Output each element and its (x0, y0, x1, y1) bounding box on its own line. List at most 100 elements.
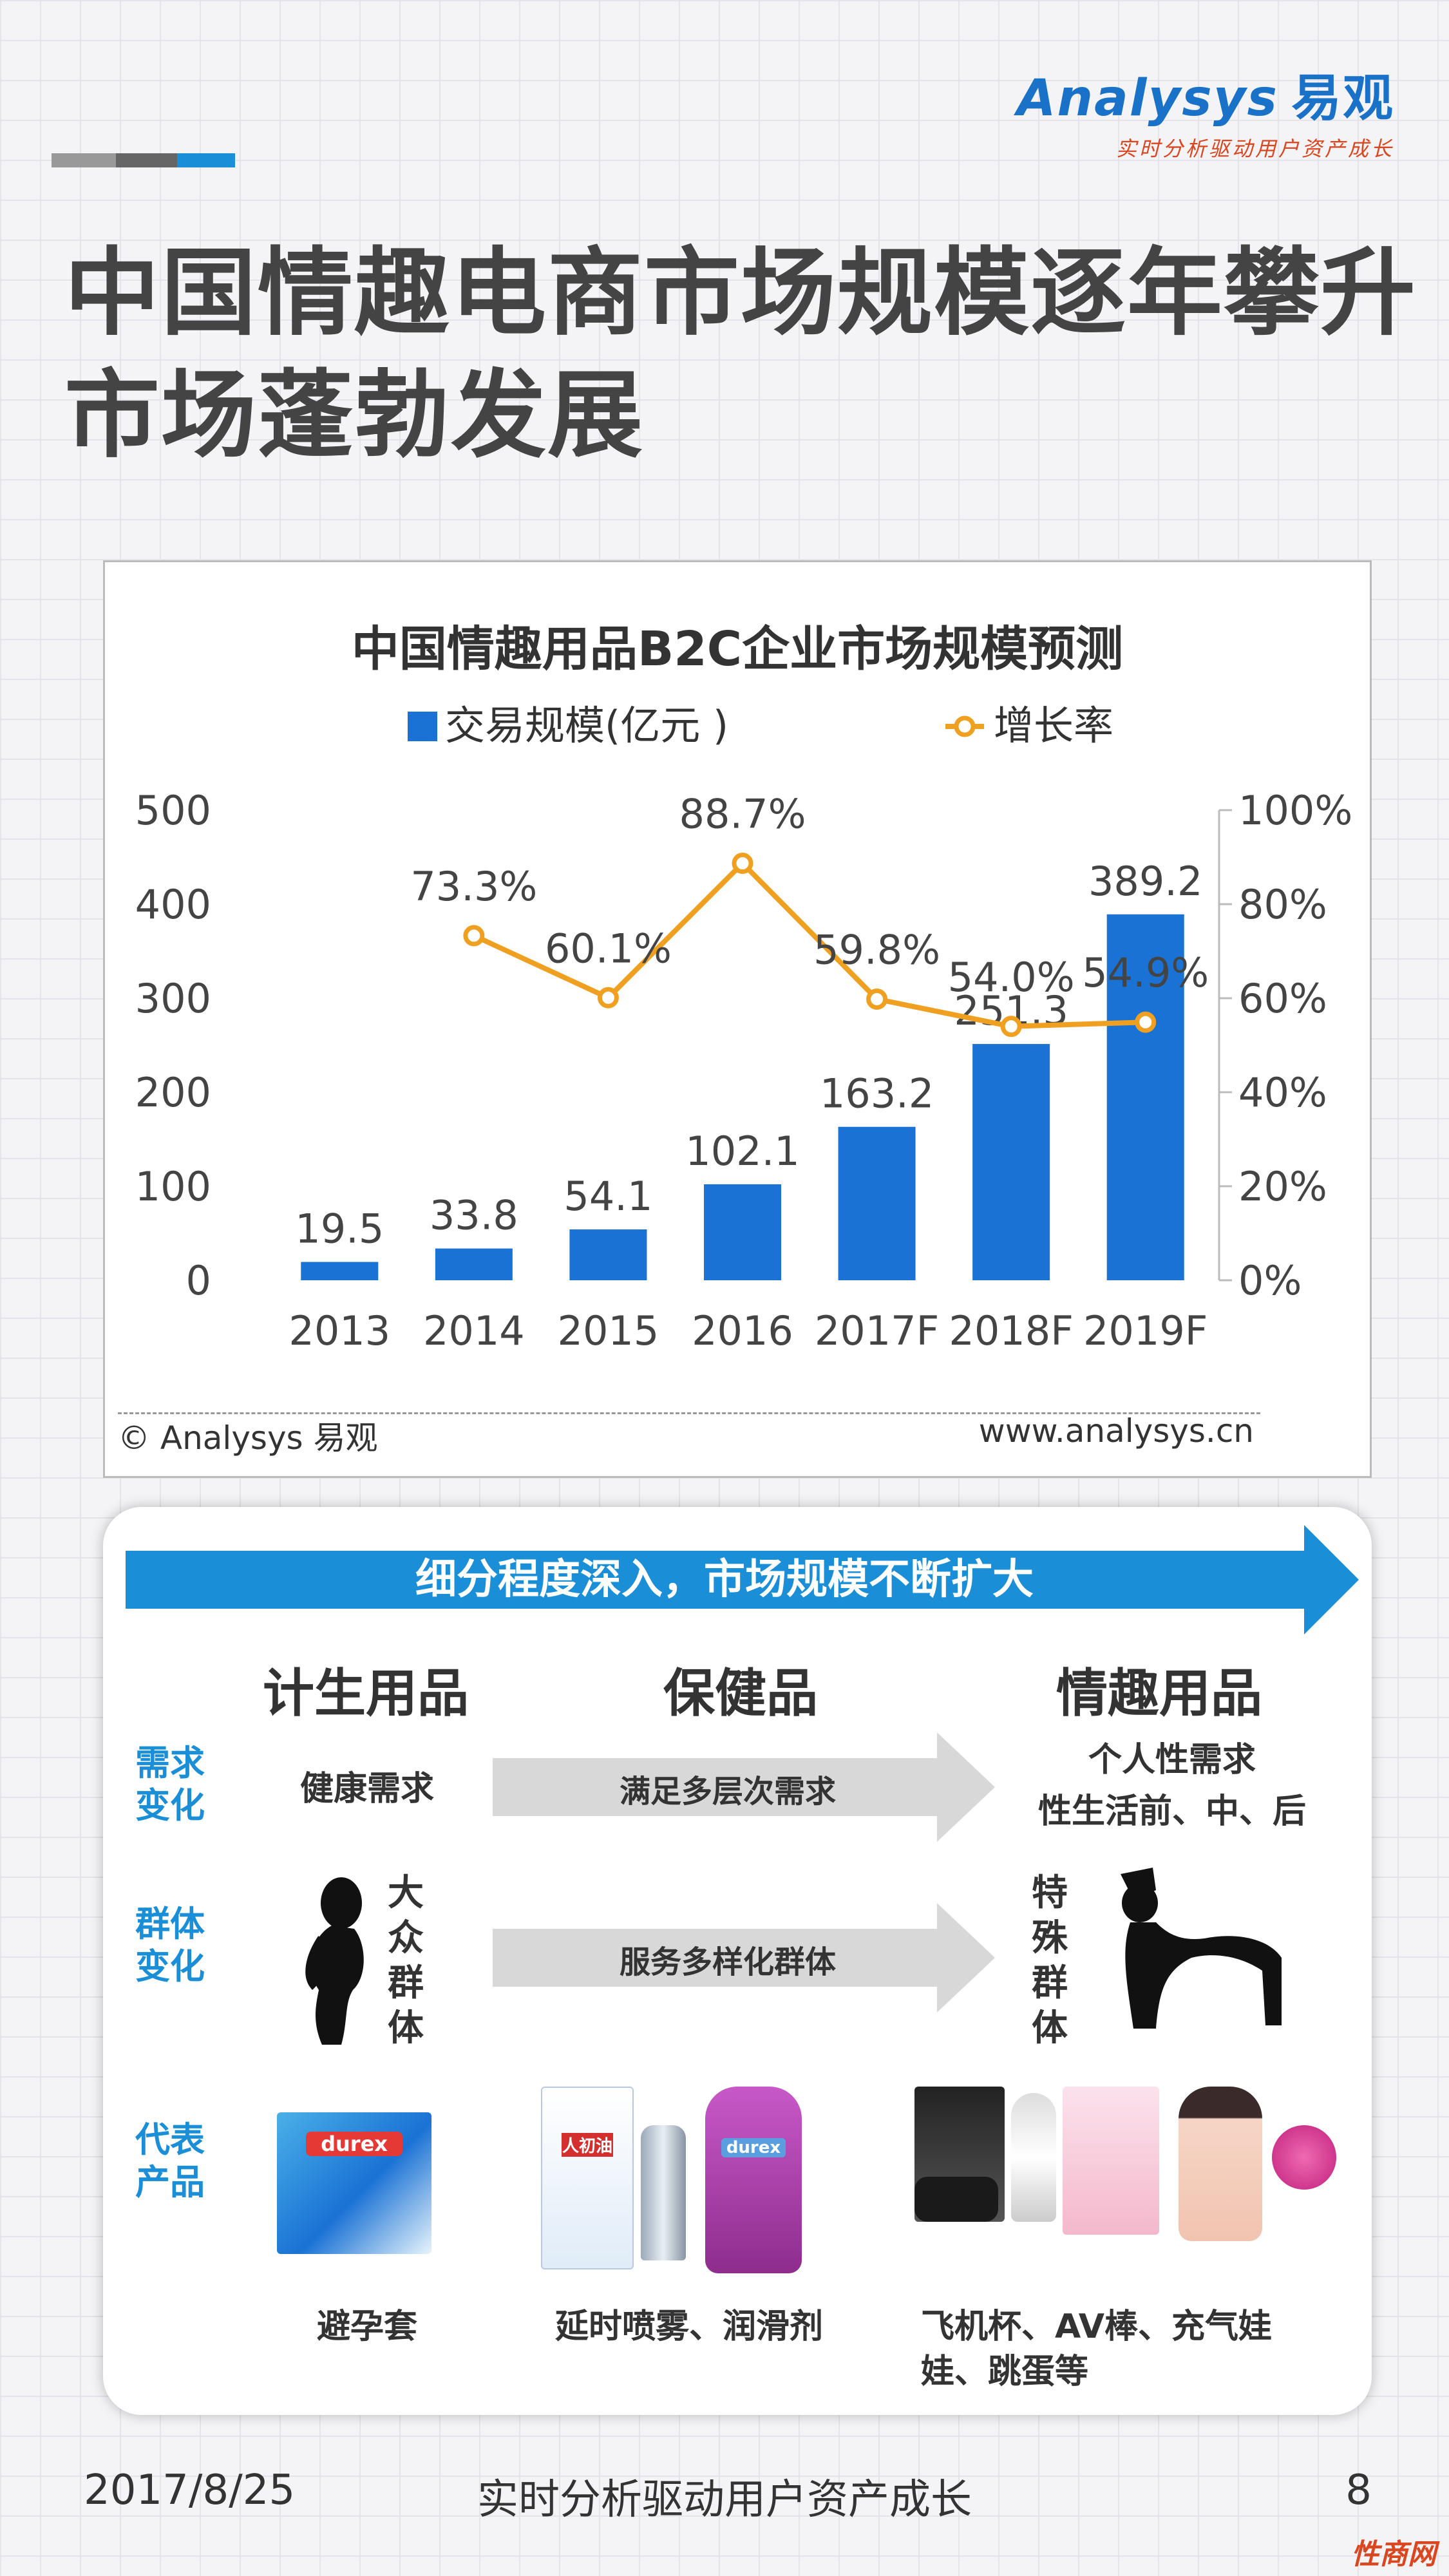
row-label-demand: 需求 变化 (135, 1743, 205, 1826)
bar-label-2014: 33.8 (430, 1192, 518, 1239)
spray-box-image: 人初油 (541, 2087, 634, 2269)
product-col1-text: 避孕套 (316, 2307, 417, 2346)
legend-line-label: 增长率 (994, 702, 1113, 749)
y-tick-label: 500 (135, 787, 211, 834)
spray-can-image (641, 2125, 686, 2260)
chart-card: 中国情趣用品B2C企业市场规模预测交易规模(亿元 ) 增长率 0 100 200 300 4… (103, 560, 1372, 1478)
y-tick-label: 0 (186, 1257, 211, 1304)
bar-label-2017F: 163.2 (820, 1070, 934, 1117)
massager-box-image (1063, 2087, 1159, 2235)
demand-right-line1: 个人性需求 (1088, 1741, 1256, 1779)
spray-label: 人初油 (562, 2133, 613, 2157)
growth-point-2018F (1000, 1016, 1022, 1037)
logo-tagline: 实时分析驱动用户资产成长 (1115, 137, 1394, 161)
bar-label-2019F: 389.2 (1088, 858, 1203, 905)
condom-brand: durex (306, 2132, 402, 2156)
banner-arrow-shape (126, 1525, 1359, 1634)
product-col3-line1: 飞机杯、AV棒、充气娃 (921, 2307, 1272, 2346)
page-title-line1: 中国情趣电商市场规模逐年攀升 (64, 238, 1417, 348)
footer-date: 2017/8/25 (84, 2467, 296, 2514)
growth-label-2016: 88.7% (679, 790, 806, 837)
growth-label-2018F: 54.0% (948, 954, 1075, 1001)
demand-right-line2: 性生活前、中、后 (1037, 1792, 1306, 1831)
growth-point-2017F (866, 988, 888, 1010)
bar-2018F (972, 1044, 1050, 1280)
page-title: 中国情趣电商市场规模逐年攀升 市场蓬勃发展 (64, 232, 1417, 477)
growth-point-2019F (1135, 1011, 1157, 1033)
x-tick-label: 2015 (558, 1307, 659, 1354)
y2-tick-label: 60% (1238, 975, 1327, 1022)
banner-arrow: 细分程度深入，市场规模不断扩大 (126, 1525, 1359, 1634)
growth-point-2014 (463, 925, 485, 947)
av-wand-image (1011, 2093, 1056, 2222)
x-tick-label: 2019F (1083, 1307, 1208, 1354)
bar-2014 (435, 1248, 513, 1280)
couple-silhouette (1121, 1868, 1282, 2029)
footer-page-number: 8 (1345, 2467, 1372, 2514)
y2-tick-label: 100% (1238, 787, 1352, 834)
demand-grey-arrow (493, 1732, 995, 1842)
footer-slogan: 实时分析驱动用户资产成长 (477, 2476, 972, 2524)
demand-arrow-text: 满足多层次需求 (619, 1774, 836, 1810)
bar-label-2015: 54.1 (564, 1173, 652, 1220)
x-tick-label: 2017F (815, 1307, 939, 1354)
legend-line-marker (954, 715, 976, 737)
doll-image (1179, 2087, 1262, 2241)
growth-point-2016 (732, 852, 753, 874)
logo-brand: Analysys 易观 (1017, 70, 1394, 128)
y2-tick-label: 80% (1238, 881, 1327, 928)
lube-bottle-image: durex (705, 2087, 802, 2273)
chart-title: 中国情趣用品B2C企业市场规模预测 (352, 621, 1123, 677)
y2-tick-label: 0% (1238, 1257, 1302, 1304)
growth-label-2017F: 59.8% (813, 926, 940, 973)
site-watermark-logo: 性商网 (1351, 2538, 1436, 2571)
col-head-contraception: 计生用品 (263, 1663, 469, 1723)
row-label-group: 群体 变化 (135, 1904, 205, 1987)
page-title-line2: 市场蓬勃发展 (64, 360, 644, 471)
group-left: 大众群体 (388, 1872, 424, 2049)
vr-glasses-image (914, 2177, 998, 2222)
y-tick-label: 100 (135, 1163, 211, 1210)
y-tick-label: 400 (135, 881, 211, 928)
group-right: 特殊群体 (1032, 1872, 1068, 2049)
growth-point-2015 (597, 987, 619, 1009)
y2-tick-label: 20% (1238, 1163, 1327, 1210)
chart-website: www.analysys.cn (978, 1412, 1254, 1450)
col-head-adult: 情趣用品 (1056, 1663, 1262, 1723)
bar-2016 (704, 1184, 781, 1280)
analysys-logo: Analysys 易观 实时分析驱动用户资产成长 (1017, 58, 1394, 162)
lube-brand: durex (721, 2138, 786, 2157)
woman-silhouette (305, 1877, 364, 2045)
growth-label-2014: 73.3% (410, 863, 537, 910)
x-tick-label: 2013 (289, 1307, 390, 1354)
row-label-product: 代表 产品 (135, 2119, 205, 2202)
x-tick-label: 2018F (949, 1307, 1073, 1354)
bar-2013 (301, 1262, 379, 1280)
y-tick-label: 200 (135, 1069, 211, 1116)
banner-text: 细分程度深入，市场规模不断扩大 (415, 1556, 1034, 1604)
legend-bar-swatch (408, 712, 437, 741)
accent-bar (52, 153, 235, 167)
chart-copyright: © Analysys 易观 (118, 1419, 378, 1457)
y2-tick-label: 40% (1238, 1069, 1327, 1116)
y-tick-label: 300 (135, 975, 211, 1022)
bar-2017F (838, 1126, 916, 1280)
demand-left: 健康需求 (299, 1770, 434, 1808)
growth-label-2019F: 54.9% (1082, 949, 1209, 996)
bar-label-2013: 19.5 (295, 1206, 384, 1253)
legend-bar-label: 交易规模(亿元 ) (445, 702, 728, 749)
group-arrow-text: 服务多样化群体 (619, 1944, 836, 1980)
x-tick-label: 2014 (423, 1307, 525, 1354)
bar-2015 (569, 1229, 647, 1280)
chart-divider (118, 1412, 1260, 1414)
growth-label-2015: 60.1% (545, 925, 672, 972)
group-grey-arrow (493, 1903, 995, 2012)
bar-2019F (1106, 914, 1184, 1280)
vibrating-egg-image (1272, 2125, 1336, 2190)
condom-box-image: durex (277, 2112, 431, 2254)
product-col2-text: 延时喷雾、润滑剂 (554, 2307, 823, 2346)
growth-rate-line (473, 859, 1146, 1029)
col-head-health: 保健品 (663, 1663, 818, 1723)
x-tick-label: 2016 (692, 1307, 793, 1354)
